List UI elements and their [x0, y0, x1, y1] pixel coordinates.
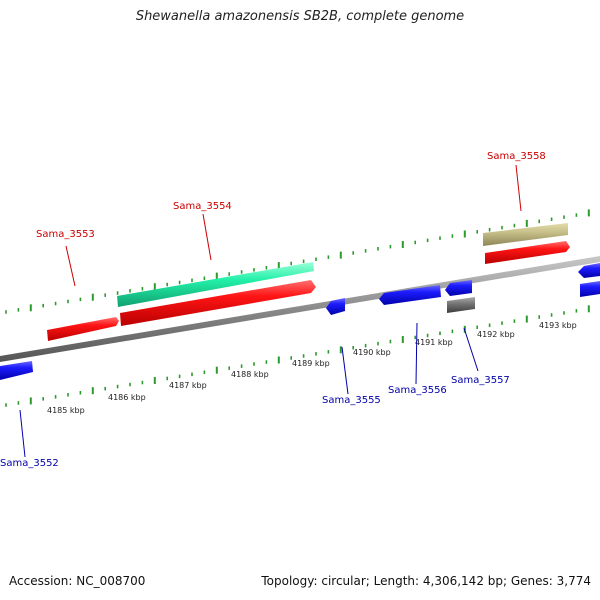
label-sama-3554[interactable]: Sama_3554 [173, 201, 232, 212]
gene-right-edge-lower[interactable] [580, 281, 600, 297]
tick-label-4188: 4188 kbp [231, 370, 269, 379]
label-sama-3557[interactable]: Sama_3557 [451, 375, 510, 386]
gene-sama-3554[interactable] [120, 280, 316, 326]
gene-sama-3553[interactable] [47, 317, 119, 341]
leader-sama-3553 [65, 245, 76, 287]
tick-label-4189: 4189 kbp [292, 359, 330, 368]
map-title: Shewanella amazonensis SB2B, complete ge… [135, 9, 465, 24]
leader-sama-3556 [415, 322, 418, 385]
gene-sama-3554-rna[interactable] [117, 262, 314, 307]
tick-label-4185: 4185 kbp [47, 406, 85, 415]
label-sama-3555[interactable]: Sama_3555 [322, 395, 381, 406]
label-sama-3556[interactable]: Sama_3556 [388, 385, 447, 396]
tick-label-4186: 4186 kbp [108, 393, 146, 402]
gene-sama-3552[interactable] [0, 361, 33, 380]
tick-label-4192: 4192 kbp [477, 330, 515, 339]
gene-labels: Sama_3552 Sama_3553 Sama_3554 Sama_3555 … [0, 151, 546, 469]
tick-label-4187: 4187 kbp [169, 381, 207, 390]
leader-sama-3557 [463, 327, 479, 372]
kbp-axis-labels: 4185 kbp 4186 kbp 4187 kbp 4188 kbp 4189… [47, 321, 577, 415]
tick-label-4193: 4193 kbp [539, 321, 577, 330]
gene-sama-3558-misc[interactable] [483, 223, 568, 246]
label-leader-lines [19, 164, 522, 458]
forward-features [47, 223, 570, 341]
leader-sama-3555 [341, 346, 349, 395]
label-sama-3553[interactable]: Sama_3553 [36, 229, 95, 240]
genome-backbone [0, 256, 600, 362]
leader-sama-3558 [515, 164, 522, 212]
inner-tick-track [5, 305, 590, 407]
gene-right-edge-upper[interactable] [578, 263, 600, 278]
leader-sama-3554 [202, 213, 212, 261]
reverse-features [0, 263, 600, 380]
outer-tick-track [5, 209, 590, 314]
genome-summary: Topology: circular; Length: 4,306,142 bp… [261, 574, 591, 588]
gene-sama-3556[interactable] [379, 285, 441, 305]
label-sama-3558[interactable]: Sama_3558 [487, 151, 546, 162]
tick-label-4190: 4190 kbp [353, 348, 391, 357]
gene-sama-3557[interactable] [447, 297, 475, 313]
tick-label-4191: 4191 kbp [415, 338, 453, 347]
leader-sama-3552 [19, 409, 26, 458]
gene-sama-3556b[interactable] [445, 280, 472, 296]
gene-sama-3558[interactable] [485, 241, 570, 264]
label-sama-3552[interactable]: Sama_3552 [0, 458, 59, 469]
gene-sama-3555[interactable] [326, 298, 345, 315]
accession-text: Accession: NC_008700 [9, 574, 146, 588]
